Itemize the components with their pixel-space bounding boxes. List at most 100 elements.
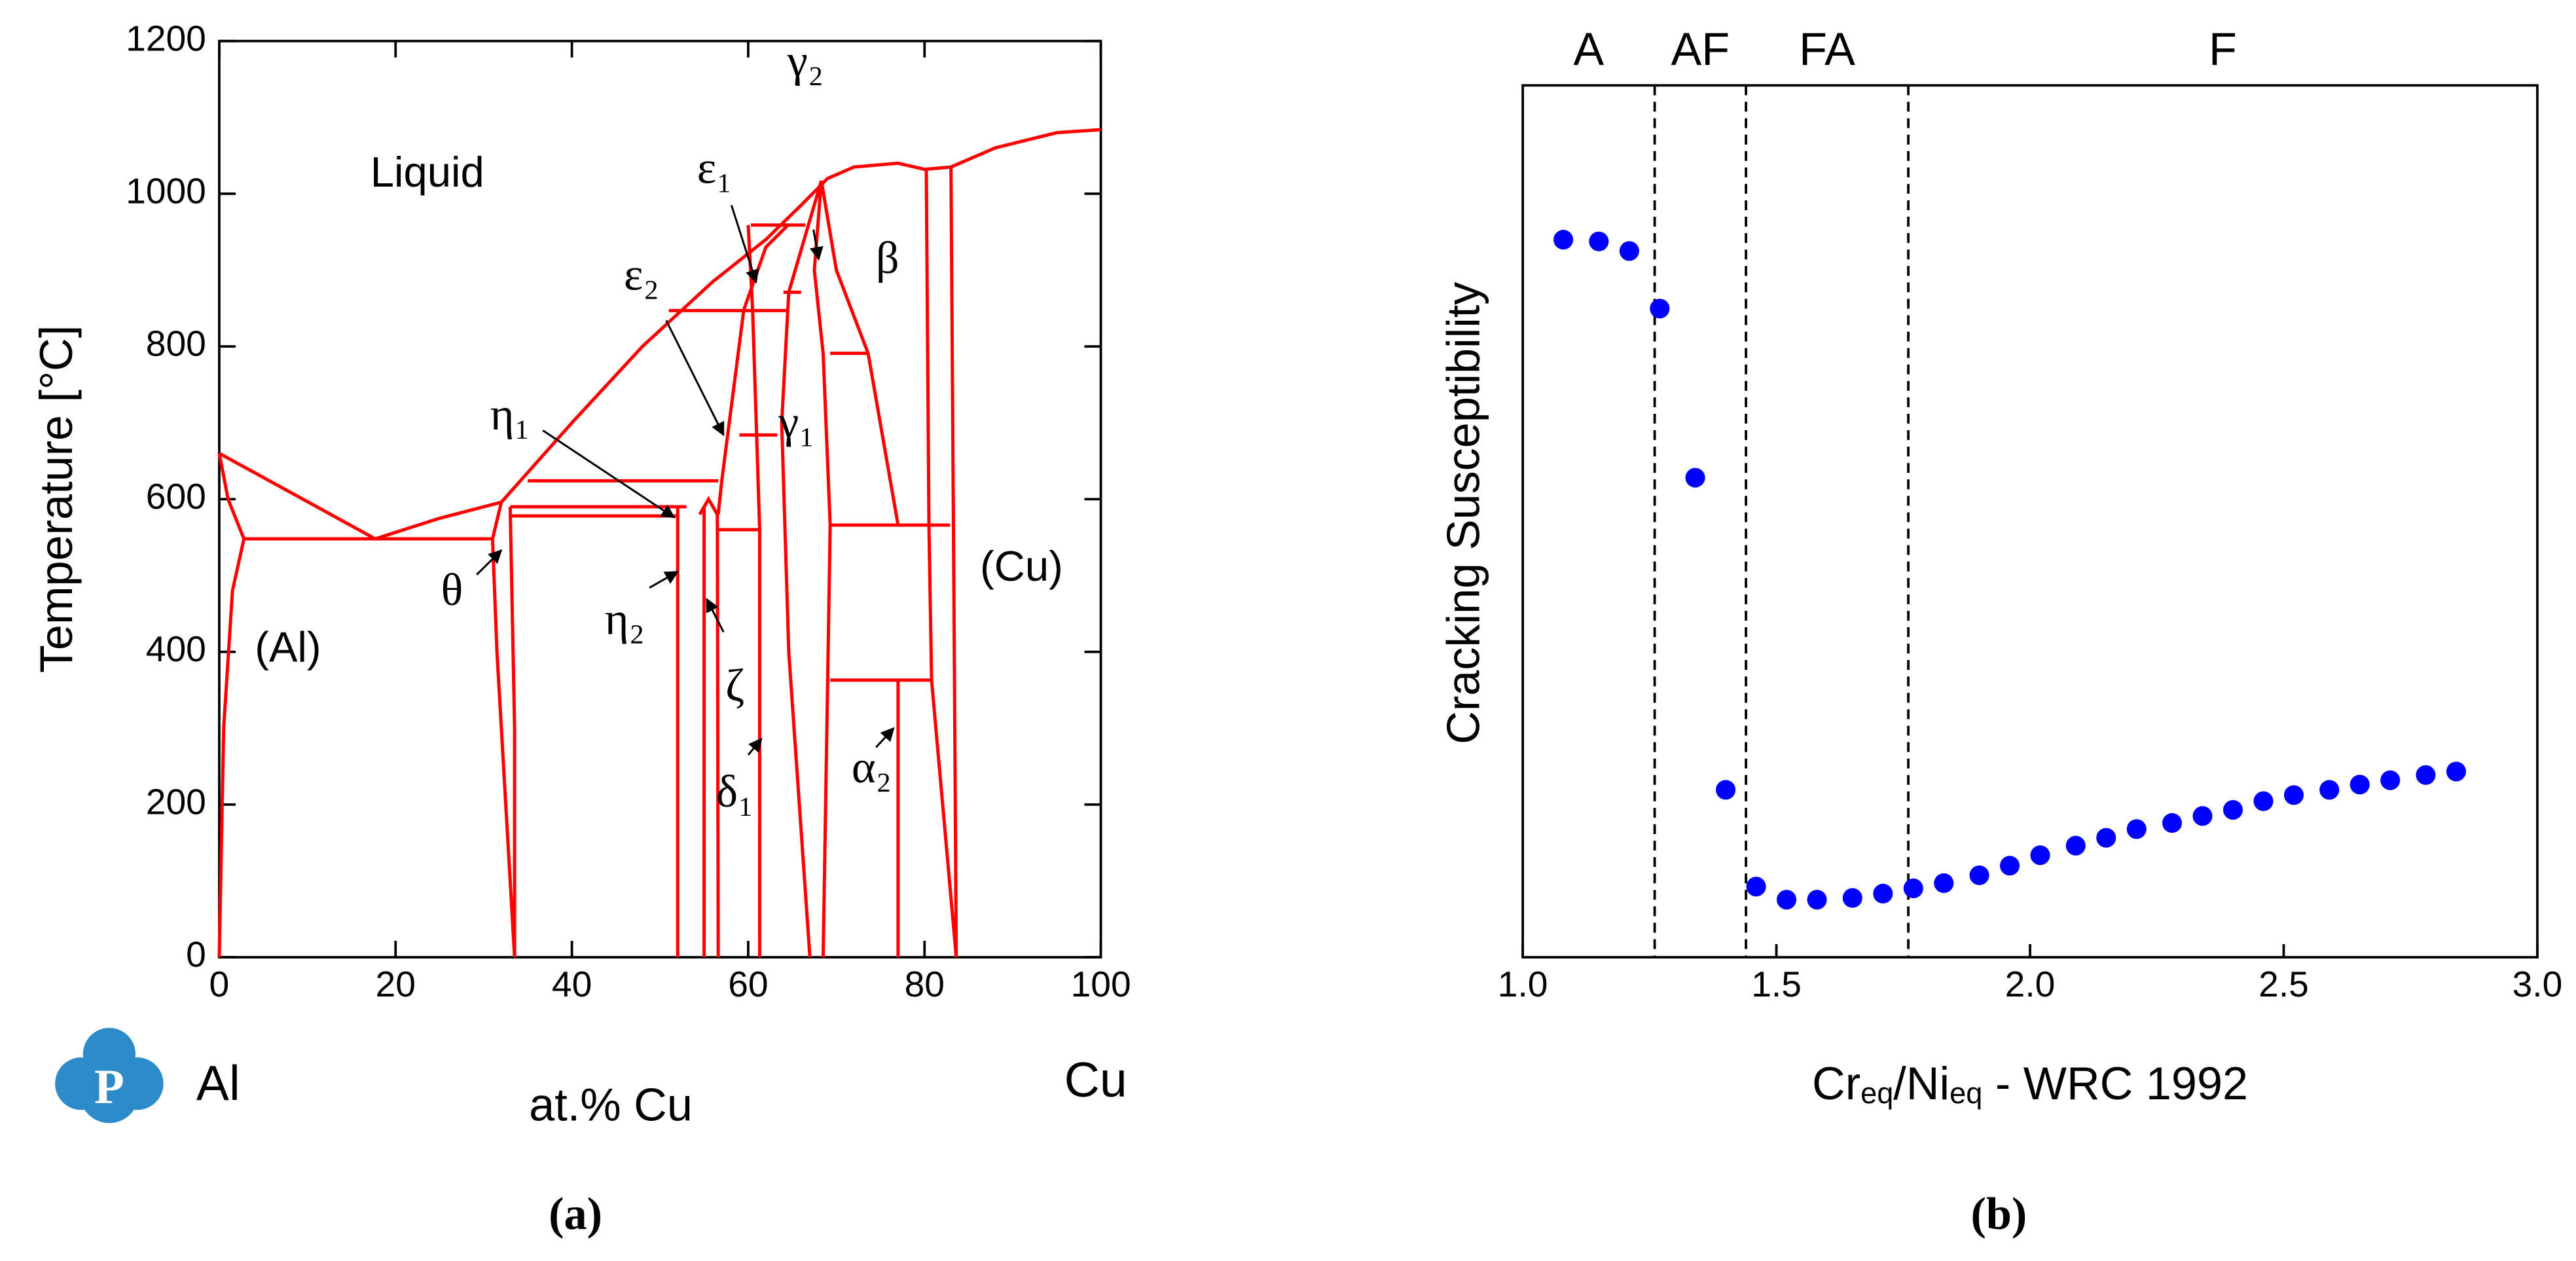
data-point [1969, 865, 1989, 885]
x-axis-label-subscript: eq [1950, 1077, 1982, 1110]
data-point [1553, 230, 1574, 250]
x-axis-label-part: /Ni [1893, 1057, 1950, 1109]
data-point [2126, 819, 2147, 839]
y-axis-label: Temperature [°C] [30, 325, 82, 673]
x-tick-label: 0 [209, 964, 230, 1004]
region-label: A [1573, 23, 1604, 75]
plot-frame [218, 39, 1102, 959]
data-point [2162, 813, 2183, 833]
data-point [1589, 231, 1609, 251]
phase-boundary [217, 538, 246, 958]
x-axis-label: at.% Cu [529, 1078, 693, 1130]
phase-boundary [218, 452, 502, 541]
x-axis-label: Creq/Nieq - WRC 1992 [1812, 1057, 2248, 1110]
data-point [2065, 835, 2086, 856]
phase-boundary [217, 452, 245, 539]
data-point [2319, 780, 2340, 800]
data-point [2283, 785, 2304, 805]
annotation-arrow [747, 737, 763, 756]
y-tick-label: 400 [146, 629, 206, 669]
data-point [1777, 890, 1797, 910]
data-point [1650, 299, 1670, 319]
data-point [1934, 873, 1954, 893]
annotation: γ₂ [787, 35, 824, 86]
data-point [2416, 765, 2436, 785]
annotation-arrow [649, 570, 680, 589]
annotation: (Al) [255, 623, 321, 670]
data-point [2446, 761, 2467, 782]
annotation-arrow [706, 598, 725, 632]
phase-boundary [924, 169, 958, 958]
y-tick-label: 200 [146, 781, 206, 822]
phase-boundary [746, 225, 761, 958]
x-axis-label-part: Cr [1812, 1057, 1860, 1109]
x-end-label: Cu [1064, 1052, 1127, 1107]
data-point [1746, 877, 1766, 897]
phase-boundary [820, 180, 900, 526]
data-point [2222, 799, 2243, 820]
caption: (a) [549, 1188, 602, 1239]
phase-boundary [499, 128, 1101, 503]
x-axis-label-part: - WRC 1992 [1982, 1057, 2248, 1109]
annotation: η₁ [490, 389, 530, 440]
data-point [1619, 241, 1639, 261]
phase-boundary [508, 506, 517, 958]
x-tick-label: 3.0 [2513, 964, 2563, 1004]
phase-boundary [812, 180, 832, 958]
region-label: AF [1671, 23, 1730, 75]
annotation: ζ [725, 660, 744, 711]
data-point [1903, 878, 1923, 898]
x-tick-label: 1.0 [1498, 964, 1548, 1004]
svg-text:P: P [94, 1060, 124, 1114]
annotation-arrow [809, 229, 824, 261]
y-axis-label: Cracking Susceptibility [1437, 282, 1489, 744]
x-tick-label: 2.5 [2259, 964, 2309, 1004]
phase-boundary [698, 496, 720, 958]
y-tick-label: 0 [186, 934, 206, 975]
x-tick-label: 1.5 [1751, 964, 1802, 1004]
plot-frame [1521, 84, 2539, 959]
phase-boundary [780, 180, 824, 958]
annotation: θ [441, 564, 463, 615]
data-point [2253, 791, 2274, 811]
annotation: δ₁ [716, 766, 754, 817]
phase-boundary [490, 502, 517, 958]
y-tick-label: 600 [146, 476, 206, 517]
annotation: α₂ [852, 742, 892, 793]
data-point [1807, 890, 1827, 910]
data-point [1716, 780, 1736, 800]
annotation-arrow [542, 429, 676, 519]
caption: (b) [1970, 1188, 2027, 1239]
x-end-label: Al [196, 1055, 240, 1110]
data-point [1999, 856, 2020, 876]
phase-boundary [949, 167, 958, 958]
data-point [2030, 845, 2050, 866]
annotation-arrow [730, 204, 759, 284]
y-tick-label: 800 [146, 323, 206, 364]
x-tick-label: 2.0 [2005, 964, 2056, 1004]
region-label: FA [1799, 23, 1855, 75]
x-tick-label: 100 [1071, 964, 1131, 1004]
annotation-arrow [476, 549, 503, 576]
annotation: η₂ [605, 594, 645, 645]
data-point [1685, 467, 1705, 488]
data-point [2349, 775, 2370, 795]
annotation: Liquid [371, 148, 484, 196]
x-tick-label: 40 [552, 964, 592, 1004]
x-tick-label: 60 [728, 964, 768, 1004]
annotation: ε₂ [624, 249, 659, 301]
y-tick-label: 1000 [126, 171, 206, 211]
annotation-arrow [665, 320, 725, 437]
annotation: ε₁ [697, 142, 733, 193]
x-tick-label: 20 [376, 964, 416, 1004]
annotation: β [876, 232, 899, 283]
annotation: (Cu) [980, 542, 1063, 590]
data-point [2380, 770, 2401, 790]
data-point [1873, 883, 1893, 904]
region-label: F [2209, 23, 2237, 75]
data-point [2192, 806, 2213, 826]
data-point [2096, 828, 2116, 848]
publisher-logo: P [55, 1027, 164, 1124]
annotation: γ₁ [778, 397, 815, 448]
